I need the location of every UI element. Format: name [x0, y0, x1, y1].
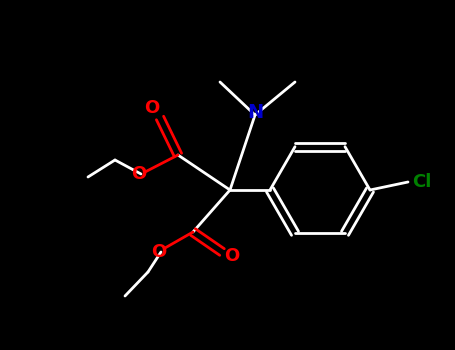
- Text: N: N: [247, 104, 263, 122]
- Text: O: O: [152, 243, 167, 261]
- Text: O: O: [144, 99, 160, 117]
- Text: O: O: [131, 165, 147, 183]
- Text: O: O: [224, 247, 240, 265]
- Text: Cl: Cl: [412, 173, 432, 191]
